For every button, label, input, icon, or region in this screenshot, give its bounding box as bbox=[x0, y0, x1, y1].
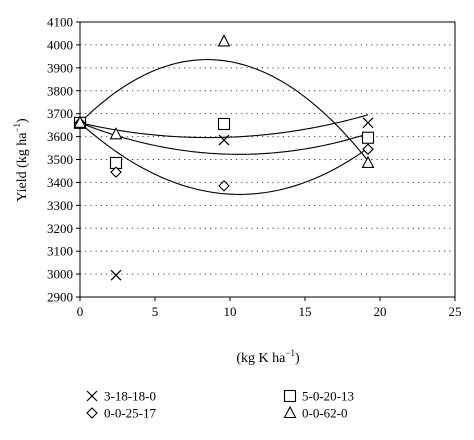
x-axis-label-sup: −1 bbox=[285, 348, 295, 358]
x-tick-label-1: 5 bbox=[152, 304, 159, 319]
y-tick-label-7: 3600 bbox=[47, 129, 73, 144]
y-tick-label-10: 3900 bbox=[47, 60, 73, 75]
x-axis-label: (kg K ha−1) bbox=[236, 348, 300, 366]
x-tick-label-3: 15 bbox=[299, 304, 312, 319]
point-3-18-18-0-2 bbox=[218, 134, 230, 146]
x-axis-label-close: ) bbox=[295, 351, 300, 366]
y-tick-label-9: 3800 bbox=[47, 83, 73, 98]
x-tick-label-4: 20 bbox=[374, 304, 387, 319]
legend-label-0-0-62-0: 0-0-62-0 bbox=[302, 406, 348, 421]
x-tick-labels: 0 5 10 15 20 25 bbox=[77, 304, 462, 319]
y-axis-label-sup: −1 bbox=[12, 123, 22, 133]
point-0-0-62-0-2 bbox=[217, 34, 231, 47]
point-0-0-62-0-0 bbox=[73, 115, 87, 128]
data-points bbox=[73, 34, 375, 281]
fit-curves bbox=[79, 59, 369, 195]
point-5-0-20-13-2 bbox=[217, 117, 231, 131]
y-tick-label-12: 4100 bbox=[47, 15, 73, 30]
point-3-18-18-0-1 bbox=[110, 269, 122, 281]
point-5-0-20-13-3 bbox=[361, 131, 375, 144]
fit-curve-1 bbox=[79, 122, 369, 155]
point-3-18-18-0-3 bbox=[362, 117, 374, 129]
y-axis-label-close: ) bbox=[15, 118, 30, 123]
legend-label-0-0-25-17: 0-0-25-17 bbox=[104, 406, 156, 421]
fit-curve-2 bbox=[79, 122, 369, 195]
fit-curve-3 bbox=[79, 59, 369, 162]
point-0-0-25-17-2 bbox=[218, 180, 230, 192]
y-tick-label-4: 3300 bbox=[47, 198, 73, 213]
x-tick-label-0: 0 bbox=[77, 304, 84, 319]
y-tick-label-11: 4000 bbox=[47, 37, 73, 52]
y-tick-label-6: 3500 bbox=[47, 152, 73, 167]
y-tick-labels: 2900 3000 3100 3200 3300 3400 3500 3600 3700 3800… bbox=[47, 15, 73, 305]
y-tick-label-2: 3100 bbox=[47, 244, 73, 259]
x-tick-label-5: 25 bbox=[449, 304, 462, 319]
point-0-0-25-17-1 bbox=[110, 166, 122, 178]
y-tick-label-3: 3200 bbox=[47, 221, 73, 236]
x-tick-label-2: 10 bbox=[224, 304, 237, 319]
legend: 3-18-18-0 0-0-25-17 5-0-20-13 0-0-62-0 bbox=[86, 389, 354, 421]
legend-label-3-18-18-0: 3-18-18-0 bbox=[104, 389, 156, 404]
y-tick-label-8: 3700 bbox=[47, 106, 73, 121]
y-tick-label-0: 2900 bbox=[47, 290, 73, 305]
point-0-0-25-17-3 bbox=[362, 143, 374, 155]
y-tick-label-5: 3400 bbox=[47, 175, 73, 190]
legend-marker-3-18-18-0 bbox=[86, 390, 98, 402]
y-tick-label-1: 3000 bbox=[47, 267, 73, 282]
legend-label-5-0-20-13: 5-0-20-13 bbox=[302, 389, 354, 404]
point-0-0-62-0-3 bbox=[361, 155, 375, 168]
legend-marker-0-0-25-17 bbox=[86, 407, 98, 419]
y-axis-label: Yield (kg ha−1) bbox=[12, 118, 30, 202]
point-0-0-62-0-1 bbox=[109, 127, 123, 140]
legend-marker-0-0-62-0 bbox=[283, 405, 297, 419]
grid-lines bbox=[80, 44, 455, 275]
axes bbox=[76, 21, 456, 301]
legend-marker-5-0-20-13 bbox=[283, 389, 297, 403]
fit-curve-0 bbox=[79, 114, 369, 139]
